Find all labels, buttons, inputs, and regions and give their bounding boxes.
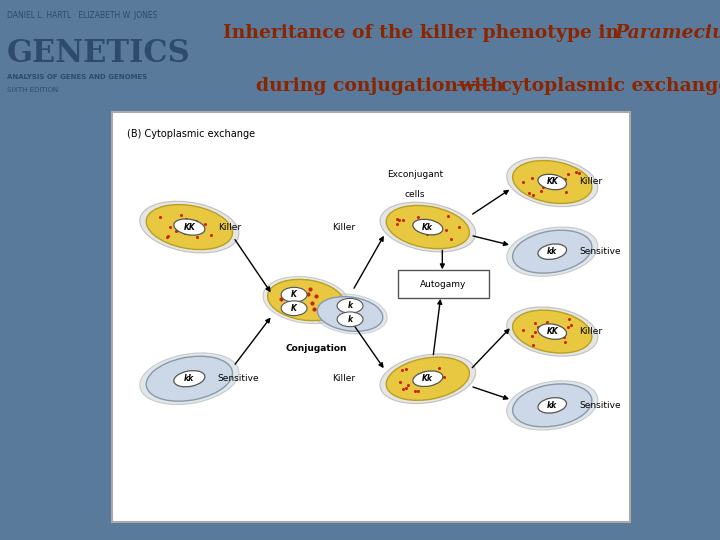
Text: (B) Cytoplasmic exchange: (B) Cytoplasmic exchange (127, 129, 256, 139)
Text: Sensitive: Sensitive (579, 247, 621, 256)
Ellipse shape (413, 371, 443, 387)
Text: Killer: Killer (579, 327, 603, 336)
Text: Exconjugant: Exconjugant (387, 170, 443, 179)
Text: K: K (291, 290, 297, 299)
Ellipse shape (413, 219, 443, 235)
Ellipse shape (513, 230, 592, 273)
Text: k: k (348, 315, 353, 324)
Text: kk: kk (184, 374, 194, 383)
Ellipse shape (380, 354, 476, 403)
Ellipse shape (337, 299, 363, 313)
Text: SIXTH EDITION: SIXTH EDITION (7, 87, 58, 93)
Text: KK: KK (546, 327, 558, 336)
Ellipse shape (513, 160, 592, 204)
Text: GENETICS: GENETICS (7, 38, 191, 69)
FancyBboxPatch shape (112, 112, 630, 522)
Ellipse shape (140, 353, 239, 404)
Text: k: k (348, 301, 353, 310)
Ellipse shape (507, 227, 598, 276)
FancyBboxPatch shape (398, 270, 489, 298)
Ellipse shape (146, 205, 233, 249)
Text: Killer: Killer (218, 222, 241, 232)
Ellipse shape (386, 357, 469, 400)
Text: Kk: Kk (423, 222, 433, 232)
Text: ANALYSIS OF GENES AND GENOMES: ANALYSIS OF GENES AND GENOMES (7, 73, 148, 80)
Ellipse shape (538, 244, 567, 259)
Text: Conjugation: Conjugation (286, 344, 347, 353)
Ellipse shape (174, 219, 205, 235)
Ellipse shape (318, 296, 383, 331)
Ellipse shape (281, 301, 307, 315)
Text: Sensitive: Sensitive (218, 374, 259, 383)
Text: Sensitive: Sensitive (579, 401, 621, 410)
Text: DANIEL L. HARTL · ELIZABETH W. JONES: DANIEL L. HARTL · ELIZABETH W. JONES (7, 11, 158, 21)
Text: with: with (458, 77, 503, 96)
Ellipse shape (386, 205, 469, 249)
Text: cytoplasmic exchange: cytoplasmic exchange (494, 77, 720, 96)
Text: during conjugation: during conjugation (256, 77, 464, 96)
Text: kk: kk (547, 401, 557, 410)
Ellipse shape (313, 294, 387, 334)
Text: Kk: Kk (423, 374, 433, 383)
Text: cells: cells (405, 190, 425, 199)
Ellipse shape (174, 370, 205, 387)
Text: Killer: Killer (579, 178, 603, 186)
Ellipse shape (507, 381, 598, 430)
Ellipse shape (268, 279, 344, 321)
Ellipse shape (538, 174, 567, 190)
Text: Killer: Killer (332, 222, 355, 232)
Text: Inheritance of the killer phenotype in: Inheritance of the killer phenotype in (223, 24, 626, 42)
Text: K: K (291, 303, 297, 313)
Text: KK: KK (546, 178, 558, 186)
Ellipse shape (507, 307, 598, 356)
Ellipse shape (538, 397, 567, 413)
Ellipse shape (263, 276, 349, 323)
Text: Killer: Killer (332, 374, 355, 383)
Ellipse shape (281, 287, 307, 302)
Text: kk: kk (547, 247, 557, 256)
Ellipse shape (538, 324, 567, 339)
Ellipse shape (513, 310, 592, 353)
Ellipse shape (140, 201, 239, 253)
Ellipse shape (380, 202, 476, 252)
Text: Paramecium: Paramecium (614, 24, 720, 42)
Text: KK: KK (184, 222, 195, 232)
Ellipse shape (337, 312, 363, 327)
Text: Autogamy: Autogamy (420, 280, 467, 288)
Ellipse shape (146, 356, 233, 401)
Ellipse shape (513, 384, 592, 427)
Ellipse shape (507, 157, 598, 207)
